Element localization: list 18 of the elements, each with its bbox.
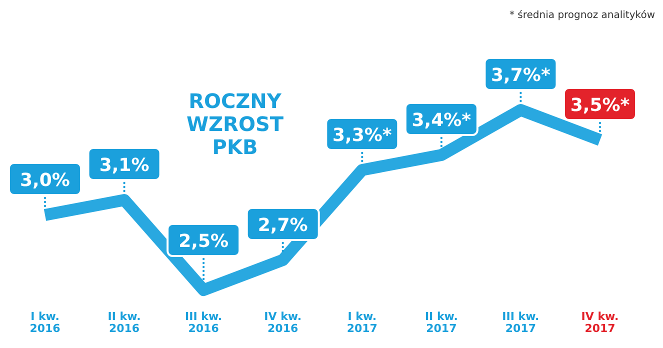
x-tick-label: I kw. 2016	[30, 310, 61, 335]
data-label: 3,0%	[20, 170, 70, 191]
x-tick-label: II kw. 2017	[424, 310, 458, 335]
data-label: 3,7%*	[491, 65, 551, 86]
data-label: 3,3%*	[332, 125, 392, 146]
text: * średnia prognoz analityków	[509, 9, 655, 21]
x-tick-label: I kw. 2017	[346, 310, 378, 335]
data-label: 3,4%*	[412, 110, 472, 131]
x-tick-label: II kw. 2016	[108, 310, 141, 335]
x-tick-label: III kw. 2017	[502, 310, 540, 335]
chart-title: ROCZNY WZROST PKB	[186, 89, 284, 159]
data-label: 2,5%	[178, 231, 229, 252]
data-label: 3,1%	[99, 155, 150, 176]
x-tick-label: IV kw. 2016	[264, 310, 302, 335]
x-tick-label: IV kw. 2017	[581, 310, 619, 335]
data-label: 2,7%	[258, 215, 308, 236]
data-label: 3,5%*	[570, 95, 630, 116]
x-tick-label: III kw. 2016	[185, 310, 222, 335]
